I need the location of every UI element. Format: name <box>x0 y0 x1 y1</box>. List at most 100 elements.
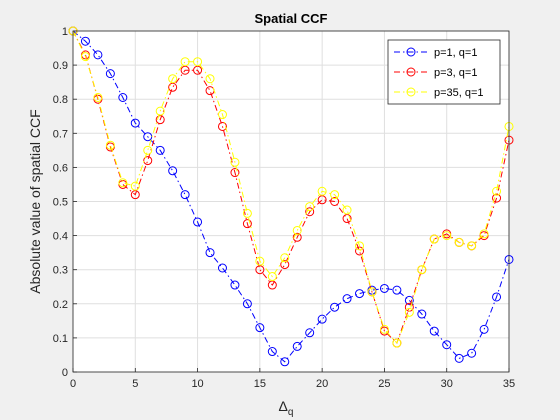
y-tick-label: 0 <box>62 367 68 379</box>
data-point <box>442 340 452 350</box>
data-point <box>479 324 489 334</box>
legend-label: p=3, q=1 <box>434 67 477 79</box>
data-point <box>342 205 352 215</box>
data-point <box>230 168 240 178</box>
data-point <box>267 280 277 290</box>
data-point <box>255 256 265 266</box>
data-point <box>168 166 178 176</box>
data-point <box>479 229 489 239</box>
data-point <box>292 225 302 235</box>
data-point <box>330 302 340 312</box>
data-point <box>317 195 327 205</box>
data-point <box>280 357 290 367</box>
data-point <box>417 265 427 275</box>
data-point <box>168 74 178 84</box>
data-point <box>168 82 178 92</box>
series-line <box>72 30 510 344</box>
y-tick-label: 0.6 <box>53 162 68 174</box>
y-tick-label: 0.8 <box>53 94 68 106</box>
x-tick-label: 15 <box>254 378 266 390</box>
y-tick-label: 0.4 <box>53 231 68 243</box>
data-point <box>193 65 203 75</box>
y-tick-label: 0.5 <box>53 197 68 209</box>
data-point <box>292 232 302 242</box>
legend-label: p=35, q=1 <box>434 87 484 99</box>
data-point <box>379 324 389 334</box>
data-point <box>417 309 427 319</box>
data-point <box>105 140 115 150</box>
series-3 <box>68 26 514 348</box>
data-point <box>180 57 190 67</box>
y-tick-label: 0.1 <box>53 333 68 345</box>
data-point <box>392 285 402 295</box>
data-point <box>492 193 502 203</box>
chart-title: Spatial CCF <box>255 11 328 26</box>
data-point <box>292 341 302 351</box>
data-point <box>392 338 402 348</box>
data-point <box>255 323 265 333</box>
x-tick-label: 10 <box>191 378 203 390</box>
legend-swatch-marker <box>406 67 416 77</box>
legend: p=1, q=1 p=3, q=1 p=35, q=1 <box>387 39 501 105</box>
data-point <box>80 36 90 46</box>
data-point <box>342 214 352 224</box>
data-point <box>193 57 203 67</box>
data-point <box>217 110 227 120</box>
data-point <box>280 260 290 270</box>
data-point <box>355 241 365 251</box>
y-tick-label: 0.9 <box>53 60 68 72</box>
data-point <box>317 314 327 324</box>
x-tick-label: 0 <box>70 378 76 390</box>
data-point <box>143 156 153 166</box>
data-point <box>454 237 464 247</box>
data-point <box>130 190 140 200</box>
legend-item: p=3, q=1 <box>394 67 477 79</box>
data-point <box>305 328 315 338</box>
data-point <box>217 121 227 131</box>
data-point <box>118 92 128 102</box>
data-point <box>118 178 128 188</box>
x-tick-label: 20 <box>316 378 328 390</box>
series-line <box>72 30 510 363</box>
data-point <box>180 65 190 75</box>
legend-item: p=1, q=1 <box>394 47 477 59</box>
data-point <box>267 347 277 357</box>
data-point <box>454 353 464 363</box>
data-point <box>205 74 215 84</box>
data-point <box>467 241 477 251</box>
x-axis-label: Δq <box>279 398 294 418</box>
data-point <box>155 106 165 116</box>
x-tick-label: 30 <box>441 378 453 390</box>
legend-item: p=35, q=1 <box>394 87 484 99</box>
data-point <box>267 272 277 282</box>
y-tick-label: 0.7 <box>53 128 68 140</box>
data-point <box>93 92 103 102</box>
data-point <box>242 299 252 309</box>
data-point <box>230 157 240 167</box>
y-tick-label: 1 <box>62 26 68 38</box>
legend-label: p=1, q=1 <box>434 47 477 59</box>
data-point <box>355 289 365 299</box>
data-point <box>143 145 153 155</box>
data-point <box>180 190 190 200</box>
data-point <box>367 287 377 297</box>
data-point <box>155 115 165 125</box>
data-point <box>404 295 414 305</box>
x-tick-label: 5 <box>132 378 138 390</box>
x-tick-label: 25 <box>378 378 390 390</box>
data-point <box>155 145 165 155</box>
data-point <box>280 253 290 263</box>
legend-swatch-marker <box>406 47 416 57</box>
legend-swatch-marker <box>406 87 416 97</box>
data-point <box>305 207 315 217</box>
data-point <box>317 186 327 196</box>
x-tick-label: 35 <box>503 378 515 390</box>
data-point <box>130 118 140 128</box>
data-point <box>467 348 477 358</box>
data-point <box>492 186 502 196</box>
data-point <box>255 265 265 275</box>
data-point <box>130 181 140 191</box>
data-point <box>242 219 252 229</box>
data-point <box>305 202 315 212</box>
data-point <box>80 52 90 62</box>
